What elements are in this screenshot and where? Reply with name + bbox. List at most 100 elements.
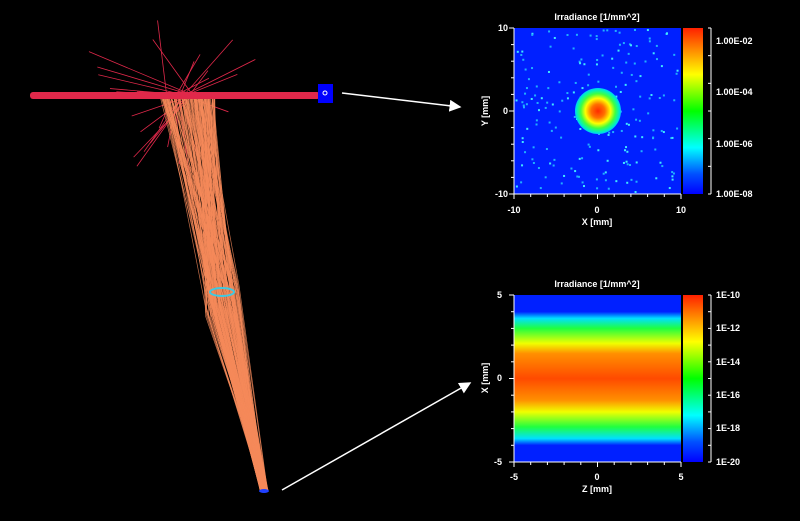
plot-2-cbar-tick: 1E-10: [716, 290, 740, 300]
noise-pixel: [587, 73, 590, 76]
noise-pixel: [655, 58, 658, 61]
noise-pixel: [574, 81, 577, 84]
noise-pixel: [614, 29, 617, 32]
noise-pixel: [583, 63, 586, 66]
noise-pixel: [675, 72, 678, 75]
noise-pixel: [520, 53, 523, 56]
noise-pixel: [554, 126, 557, 129]
plot-2-xtick: 0: [594, 472, 599, 482]
noise-pixel: [581, 157, 584, 160]
noise-pixel: [660, 65, 663, 68]
plot-1-xtick: 10: [676, 205, 686, 215]
plot-1-scatter-noise: [515, 29, 679, 193]
noise-pixel: [596, 59, 599, 62]
noise-pixel: [595, 178, 598, 181]
noise-pixel: [606, 29, 609, 32]
noise-pixel: [662, 131, 665, 134]
noise-pixel: [635, 118, 638, 121]
noise-pixel: [520, 181, 523, 184]
noise-pixel: [553, 36, 556, 39]
noise-pixel: [634, 135, 637, 138]
noise-pixel: [629, 164, 632, 167]
noise-pixel: [624, 83, 627, 86]
ray-trace: [88, 20, 284, 491]
noise-pixel: [602, 29, 605, 32]
noise-pixel: [530, 97, 533, 100]
noise-pixel: [576, 175, 579, 178]
noise-pixel: [660, 129, 663, 132]
traced-ray: [174, 95, 261, 491]
plot-2-ytick: -5: [494, 457, 502, 467]
noise-pixel: [574, 170, 577, 173]
traced-ray: [189, 95, 264, 491]
scattered-ray: [152, 39, 193, 96]
noise-pixel: [607, 133, 610, 136]
noise-pixel: [626, 181, 629, 184]
noise-pixel: [628, 43, 631, 46]
traced-ray: [160, 95, 267, 491]
noise-pixel: [670, 137, 673, 140]
noise-pixel: [558, 110, 561, 113]
noise-pixel: [522, 106, 525, 109]
noise-pixel: [596, 187, 599, 190]
noise-pixel: [625, 160, 628, 163]
noise-pixel: [535, 85, 538, 88]
noise-pixel: [676, 69, 679, 72]
scattered-ray: [157, 20, 168, 96]
plot-1-ytick: 10: [498, 23, 508, 33]
noise-pixel: [521, 50, 524, 53]
focal-detector: [259, 489, 269, 493]
plot-2-cbar-tick: 1E-12: [716, 323, 740, 333]
noise-pixel: [612, 131, 615, 134]
noise-pixel: [521, 101, 524, 104]
noise-pixel: [516, 50, 519, 53]
scattered-ray: [88, 51, 193, 96]
noise-pixel: [652, 137, 655, 140]
noise-pixel: [531, 33, 534, 36]
traced-ray: [185, 95, 265, 491]
noise-pixel: [635, 161, 638, 164]
noise-pixel: [548, 121, 551, 124]
plot-1-colorbar: [683, 28, 703, 194]
plot-2-ylabel: X [mm]: [480, 363, 490, 394]
noise-pixel: [635, 45, 638, 48]
noise-pixel: [587, 143, 590, 146]
noise-pixel: [549, 162, 552, 165]
noise-pixel: [635, 80, 638, 83]
noise-pixel: [524, 68, 527, 71]
noise-pixel: [544, 176, 547, 179]
scattered-ray: [186, 74, 238, 96]
noise-pixel: [546, 101, 549, 104]
noise-pixel: [531, 32, 534, 35]
noise-pixel: [633, 62, 636, 65]
noise-pixel: [531, 158, 534, 161]
noise-pixel: [612, 66, 615, 69]
noise-pixel: [525, 103, 528, 106]
detector-square: [318, 84, 333, 103]
noise-pixel: [581, 87, 584, 90]
noise-pixel: [570, 167, 573, 170]
noise-pixel: [639, 75, 642, 78]
traced-ray: [197, 95, 263, 491]
noise-pixel: [635, 180, 638, 183]
noise-pixel: [597, 149, 600, 152]
noise-pixel: [524, 92, 527, 95]
noise-pixel: [615, 95, 618, 98]
noise-pixel: [566, 92, 569, 95]
noise-pixel: [627, 52, 630, 55]
noise-pixel: [515, 185, 518, 188]
noise-pixel: [595, 38, 598, 41]
scattered-ray: [189, 70, 209, 96]
noise-pixel: [560, 182, 563, 185]
noise-pixel: [641, 136, 644, 139]
noise-pixel: [581, 181, 584, 184]
plot-2-xtick: 5: [678, 472, 683, 482]
plot-2-title: Irradiance [1/mm^2]: [554, 279, 639, 289]
noise-pixel: [627, 123, 630, 126]
noise-pixel: [654, 148, 657, 151]
noise-pixel: [624, 149, 627, 152]
noise-pixel: [604, 179, 607, 182]
plot-1-xtick: -10: [507, 205, 520, 215]
scattered-ray: [98, 74, 185, 96]
